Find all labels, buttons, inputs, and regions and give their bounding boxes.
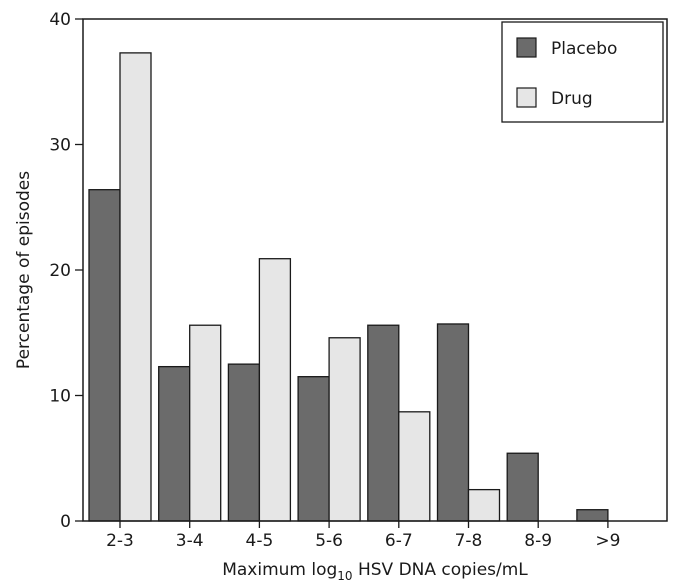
x-axis: 2-3 3-4 4-5 5-6 6-7 7-8 8-9 >9 <box>106 521 620 551</box>
y-tick-label-20: 20 <box>49 261 71 281</box>
x-tick-label-2: 3-4 <box>176 531 204 551</box>
x-axis-label: Maximum log10 HSV DNA copies/mL <box>222 560 528 583</box>
x-tick-label-1: 2-3 <box>106 531 134 551</box>
bar-placebo-3 <box>227 363 261 522</box>
x-tick-label-3: 4-5 <box>246 531 274 551</box>
bar-placebo-7 <box>506 452 539 522</box>
x-axis-label-main: Maximum log <box>222 560 337 580</box>
x-tick-label-6: 7-8 <box>455 531 483 551</box>
bar-drug-5 <box>398 411 431 522</box>
x-tick-label-7: 8-9 <box>524 531 552 551</box>
bar-drug-1 <box>119 52 152 522</box>
y-axis: 0 10 20 30 40 <box>49 10 83 532</box>
bar-placebo-1 <box>88 189 121 522</box>
bar-placebo-5 <box>367 324 400 522</box>
y-tick-label-30: 30 <box>49 136 71 156</box>
legend-swatch-drug <box>516 87 537 108</box>
bar-placebo-8 <box>576 509 609 522</box>
legend-label-drug: Drug <box>551 89 593 109</box>
y-tick-label-0: 0 <box>60 512 71 532</box>
y-tick-label-10: 10 <box>49 387 71 407</box>
bar-placebo-2 <box>158 365 191 522</box>
y-axis-label: Percentage of episodes <box>14 171 34 369</box>
bars-group <box>88 52 609 522</box>
x-tick-label-5: 6-7 <box>385 531 413 551</box>
y-tick-label-40: 40 <box>49 10 71 30</box>
legend-swatch-placebo <box>516 37 537 58</box>
bar-placebo-4 <box>297 376 330 522</box>
x-axis-label-rest: HSV DNA copies/mL <box>353 560 529 580</box>
x-axis-label-subscript: 10 <box>337 569 352 583</box>
legend-label-placebo: Placebo <box>551 39 617 59</box>
bar-drug-3 <box>258 258 292 522</box>
bar-drug-6 <box>467 488 501 522</box>
bar-drug-2 <box>189 324 222 522</box>
bar-placebo-6 <box>436 323 470 522</box>
legend: Placebo Drug <box>501 21 664 123</box>
bar-drug-4 <box>328 337 361 522</box>
x-tick-label-4: 5-6 <box>315 531 343 551</box>
x-tick-label-8: >9 <box>595 531 620 551</box>
